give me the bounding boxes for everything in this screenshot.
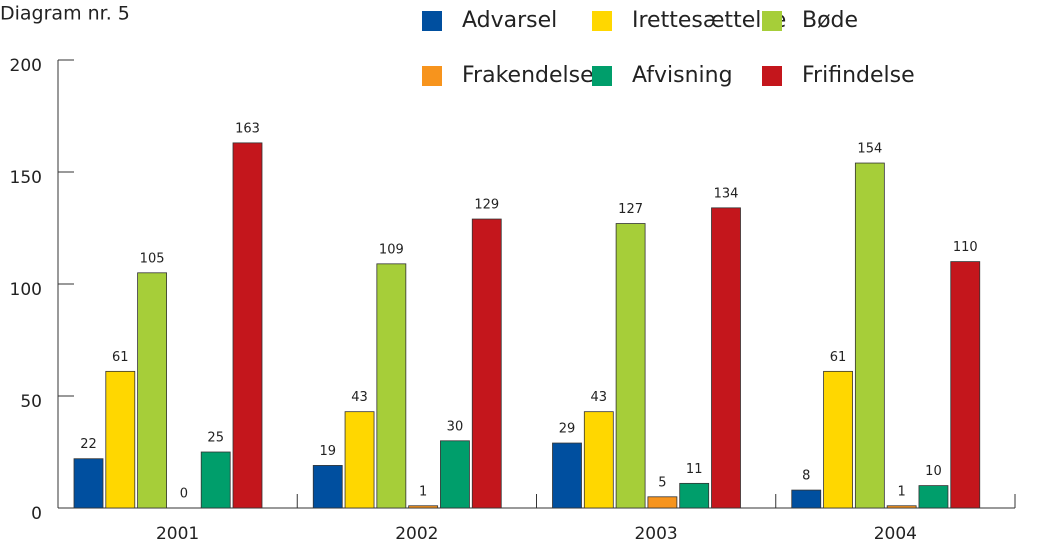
legend-swatch xyxy=(592,66,612,86)
value-label: 25 xyxy=(207,431,224,446)
legend-swatch xyxy=(592,11,612,31)
legend-label: Bøde xyxy=(802,8,858,33)
bar xyxy=(950,261,981,509)
bar xyxy=(552,442,582,509)
x-tick-label: 2003 xyxy=(634,524,677,544)
value-label: 8 xyxy=(802,469,810,484)
chart-title: Diagram nr. 5 xyxy=(0,3,130,25)
legend-label: Afvisning xyxy=(632,63,733,88)
value-label: 1 xyxy=(898,484,906,499)
legend-swatch xyxy=(422,66,442,86)
value-label: 61 xyxy=(112,350,129,365)
bar xyxy=(854,162,885,509)
value-label: 134 xyxy=(714,186,739,201)
value-label: 154 xyxy=(857,142,882,157)
value-label: 105 xyxy=(140,251,165,266)
bar xyxy=(583,411,614,509)
legend-label: Frakendelse xyxy=(462,63,594,88)
bar xyxy=(679,482,710,509)
value-label: 29 xyxy=(559,422,576,437)
legend-label: Frifindelse xyxy=(802,63,915,88)
value-label: 43 xyxy=(591,390,608,405)
legend-label: Advarsel xyxy=(462,8,557,33)
value-label: 61 xyxy=(830,350,847,365)
bar xyxy=(408,505,439,509)
x-tick-label: 2002 xyxy=(395,524,438,544)
value-label: 22 xyxy=(80,437,97,452)
bar xyxy=(823,370,853,509)
bar xyxy=(105,370,136,509)
bar xyxy=(137,272,168,509)
x-tick-label: 2004 xyxy=(874,524,917,544)
value-label: 127 xyxy=(618,202,643,217)
bar xyxy=(200,451,231,509)
bar xyxy=(376,263,407,509)
value-label: 109 xyxy=(379,242,404,257)
value-label: 10 xyxy=(925,464,942,479)
value-label: 30 xyxy=(447,419,464,434)
bar xyxy=(73,458,104,509)
value-label: 5 xyxy=(658,475,666,490)
value-label: 1 xyxy=(419,484,427,499)
bar xyxy=(312,465,343,509)
y-tick-label: 200 xyxy=(10,56,42,76)
bar xyxy=(886,505,917,509)
x-tick-label: 2001 xyxy=(156,524,199,544)
legend-swatch xyxy=(422,11,442,31)
bar xyxy=(791,489,822,509)
y-tick-label: 0 xyxy=(31,504,42,524)
legend-swatch xyxy=(762,66,782,86)
bar xyxy=(711,207,741,509)
y-tick-label: 150 xyxy=(10,168,42,188)
value-label: 163 xyxy=(235,121,260,136)
value-label: 129 xyxy=(474,198,499,213)
value-label: 19 xyxy=(319,444,336,459)
bar xyxy=(440,440,470,509)
y-tick-label: 100 xyxy=(10,280,42,300)
value-label: 110 xyxy=(953,240,978,255)
bar xyxy=(344,411,375,509)
y-tick-label: 50 xyxy=(20,392,42,412)
legend-swatch xyxy=(762,11,782,31)
bar xyxy=(232,142,263,509)
value-label: 0 xyxy=(180,487,188,502)
legend-label: Irettesættelse xyxy=(632,8,786,33)
bar xyxy=(471,218,502,509)
bar xyxy=(647,496,678,509)
value-label: 43 xyxy=(351,390,368,405)
value-label: 11 xyxy=(686,462,703,477)
bar xyxy=(615,223,646,509)
bar xyxy=(918,485,949,509)
